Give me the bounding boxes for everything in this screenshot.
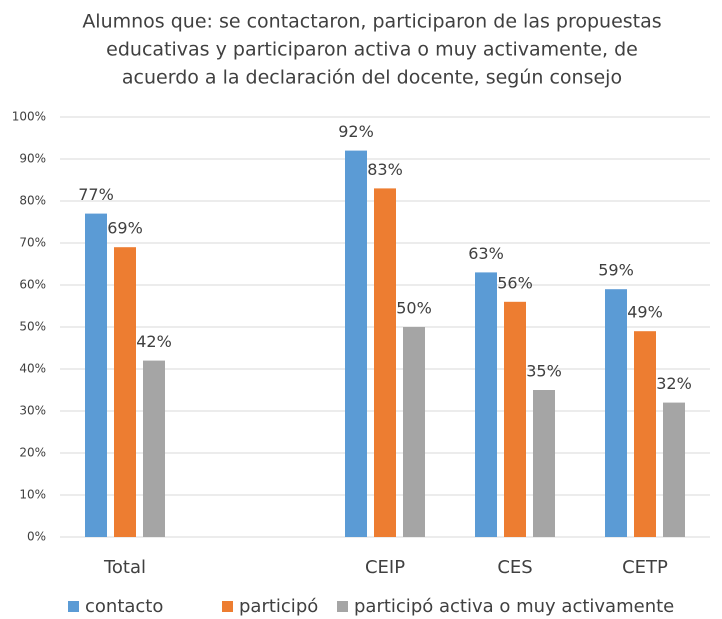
bar <box>533 390 555 537</box>
data-label: 32% <box>656 374 692 393</box>
bar <box>475 272 497 537</box>
bar <box>374 188 396 537</box>
data-label: 69% <box>107 219 143 238</box>
data-label: 50% <box>396 299 432 318</box>
x-tick-label: Total <box>103 557 146 578</box>
y-tick-label: 60% <box>19 278 46 292</box>
legend-swatch <box>68 601 79 612</box>
chart-title: Alumnos que: se contactaron, participaro… <box>82 11 661 33</box>
y-tick-label: 70% <box>19 236 46 250</box>
legend-label: participó <box>239 596 318 617</box>
data-label: 49% <box>627 303 663 322</box>
y-tick-label: 10% <box>19 488 46 502</box>
data-label: 56% <box>497 273 533 292</box>
data-label: 59% <box>598 261 634 280</box>
bar <box>85 213 107 537</box>
chart-title: educativas y participaron activa o muy a… <box>106 39 638 61</box>
legend-label: participó activa o muy activamente <box>354 596 674 617</box>
x-tick-label: CEIP <box>365 557 405 578</box>
legend-swatch <box>337 601 348 612</box>
y-tick-label: 0% <box>27 530 46 544</box>
data-label: 35% <box>526 362 562 381</box>
legend-swatch <box>222 601 233 612</box>
data-label: 63% <box>468 244 504 263</box>
x-tick-label: CETP <box>622 557 668 578</box>
y-tick-label: 20% <box>19 446 46 460</box>
x-tick-label: CES <box>497 557 532 578</box>
data-label: 77% <box>78 185 114 204</box>
bar <box>504 301 526 537</box>
bar <box>634 331 656 537</box>
data-label: 83% <box>367 160 403 179</box>
y-tick-label: 40% <box>19 362 46 376</box>
bar <box>663 402 685 537</box>
data-label: 42% <box>136 332 172 351</box>
y-tick-label: 100% <box>12 110 46 124</box>
bar <box>403 327 425 537</box>
chart-title: acuerdo a la declaración del docente, se… <box>122 67 622 89</box>
bar <box>143 360 165 537</box>
y-tick-label: 30% <box>19 404 46 418</box>
data-label: 92% <box>338 122 374 141</box>
y-tick-label: 90% <box>19 152 46 166</box>
legend-label: contacto <box>85 596 163 617</box>
bar <box>345 150 367 537</box>
bar <box>605 289 627 537</box>
y-tick-label: 50% <box>19 320 46 334</box>
y-tick-label: 80% <box>19 194 46 208</box>
bar <box>114 247 136 537</box>
